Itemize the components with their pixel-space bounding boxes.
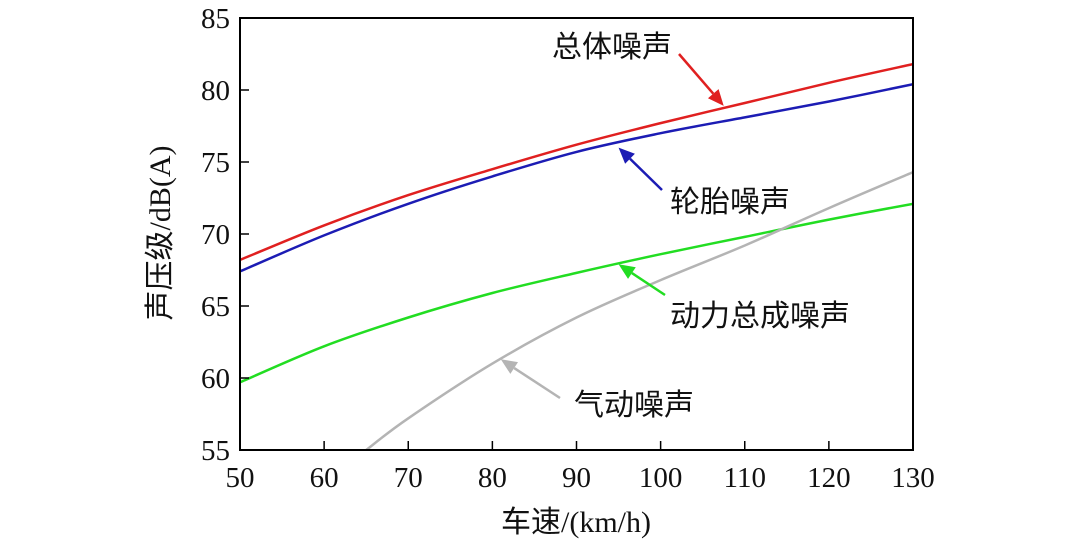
x-tick-label: 70 [394,462,423,494]
plot-area [239,17,914,451]
x-tick-label: 100 [639,462,683,494]
annotation-arrow-shaft [513,366,561,400]
annotation-label: 轮胎噪声 [670,186,790,219]
y-tick-label: 85 [201,3,230,35]
x-tick-label: 60 [310,462,339,494]
annotation-arrow-head [618,264,636,279]
x-tick-label: 110 [724,462,766,494]
y-tick-label: 55 [201,435,230,467]
annotation-arrow-head [500,359,519,374]
series-2-line [240,82,913,273]
y-tick-label: 60 [201,363,230,395]
y-tick-label: 70 [201,219,230,251]
series-1-line [240,62,913,262]
y-tick-label: 75 [201,147,230,179]
y-tick-label: 80 [201,75,230,107]
y-axis-ticks: 55 60 65 70 75 80 85 [201,3,249,467]
x-tick-label: 120 [807,462,851,494]
annotation-2: 轮胎噪声 [618,147,790,219]
series-3-line [240,202,913,384]
annotation-arrow-shaft [678,53,715,95]
annotation-4: 气动噪声 [500,359,694,422]
series-4-line [364,170,913,450]
annotation-1: 总体噪声 [552,31,724,106]
y-axis-title: 声压级/dB(A) [144,146,177,321]
annotation-arrow-shaft [631,272,666,297]
x-tick-label: 50 [226,462,255,494]
x-tick-label: 90 [562,462,591,494]
annotation-3: 动力总成噪声 [618,264,850,333]
annotation-arrow-shaft [629,157,663,191]
plot-frame [239,17,914,451]
annotation-label: 气动噪声 [574,389,694,422]
x-tick-label: 130 [891,462,935,494]
y-tick-label: 65 [201,291,230,323]
x-axis-ticks: 50 60 70 80 90 100 110 120 130 [226,441,935,494]
annotation-arrow-head [707,89,724,106]
x-axis-title: 车速/(km/h) [501,506,651,539]
annotation-label: 动力总成噪声 [670,300,850,333]
annotation-arrow-head [618,147,635,164]
x-tick-label: 80 [478,462,507,494]
series-layer [240,62,913,450]
annotation-label: 总体噪声 [552,31,672,64]
